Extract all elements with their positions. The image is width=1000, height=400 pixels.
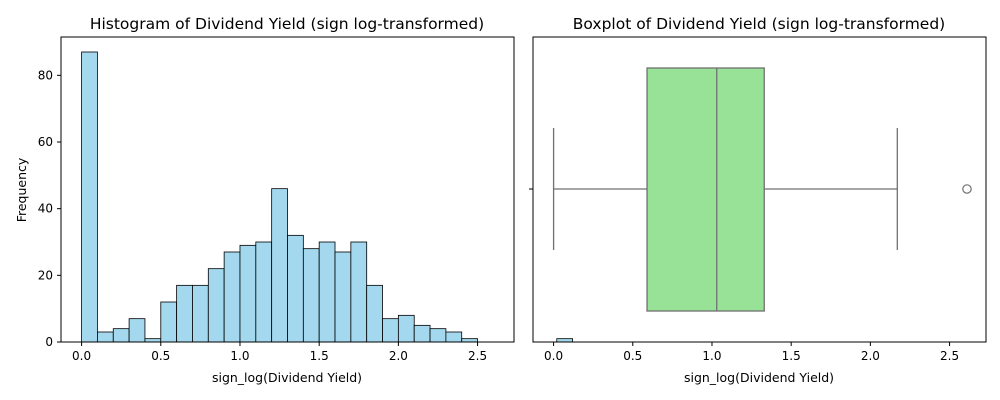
x-tick-label: 2.0 xyxy=(861,349,880,363)
histogram-axes-frame xyxy=(60,36,515,343)
x-tick-label: 0.5 xyxy=(623,349,642,363)
histogram-bar xyxy=(429,328,447,343)
y-tick-label: 80 xyxy=(38,68,53,82)
histogram-bar xyxy=(318,241,336,343)
histogram-bar xyxy=(176,284,193,343)
x-tick-label: 2.5 xyxy=(468,349,487,363)
y-tick-label: 60 xyxy=(38,135,53,149)
histogram-bar xyxy=(287,234,304,343)
histogram-bar xyxy=(350,241,368,343)
histogram-bar xyxy=(445,331,463,343)
x-tick-label: 0.5 xyxy=(151,349,170,363)
y-tick-label: 0 xyxy=(45,335,53,349)
histogram-bar xyxy=(413,324,431,343)
histogram-bar xyxy=(207,268,225,343)
histogram-bar xyxy=(112,328,130,343)
boxplot-marks xyxy=(552,67,972,312)
histogram-bar xyxy=(239,244,257,343)
boxplot-x-ticks: 0.0 0.5 1.0 1.5 2.0 2.5 xyxy=(544,342,959,363)
histogram-bar xyxy=(334,251,352,343)
histogram-x-ticks: 0.0 0.5 1.0 1.5 2.0 2.5 xyxy=(72,342,487,363)
histogram-bar xyxy=(97,331,114,343)
x-tick-label: 1.5 xyxy=(310,349,329,363)
histogram-y-axis-label: Frequency xyxy=(14,157,29,222)
boxplot-title: Boxplot of Dividend Yield (sign log-tran… xyxy=(573,15,945,33)
histogram-bar xyxy=(255,241,273,343)
boxplot-x-axis-label: sign_log(Dividend Yield) xyxy=(684,370,834,385)
histogram-y-ticks: 0 20 40 60 80 xyxy=(38,68,61,349)
boxplot-panel: Boxplot of Dividend Yield (sign log-tran… xyxy=(529,15,987,385)
x-tick-label: 2.5 xyxy=(940,349,959,363)
x-tick-label: 2.0 xyxy=(389,349,408,363)
histogram-bar xyxy=(382,318,399,343)
interquartile-box xyxy=(646,67,765,312)
histogram-bar xyxy=(302,248,320,343)
histogram-bars xyxy=(81,51,574,343)
histogram-bar xyxy=(81,51,98,343)
x-tick-label: 1.0 xyxy=(230,349,249,363)
x-tick-label: 1.5 xyxy=(782,349,801,363)
histogram-bar xyxy=(160,301,178,343)
histogram-bar xyxy=(223,251,241,343)
x-tick-label: 1.0 xyxy=(702,349,721,363)
histogram-bar xyxy=(397,314,415,343)
histogram-bar xyxy=(366,284,383,343)
y-tick-label: 20 xyxy=(38,268,53,282)
histogram-bar xyxy=(192,284,209,343)
histogram-bar xyxy=(271,188,288,343)
x-tick-label: 0.0 xyxy=(544,349,563,363)
outlier-point xyxy=(962,184,972,194)
histogram-panel: Histogram of Dividend Yield (sign log-tr… xyxy=(14,15,574,385)
x-tick-label: 0.0 xyxy=(72,349,91,363)
histogram-bar xyxy=(128,318,146,343)
histogram-title: Histogram of Dividend Yield (sign log-tr… xyxy=(90,15,484,33)
y-tick-label: 40 xyxy=(38,202,53,216)
histogram-x-axis-label: sign_log(Dividend Yield) xyxy=(212,370,362,385)
